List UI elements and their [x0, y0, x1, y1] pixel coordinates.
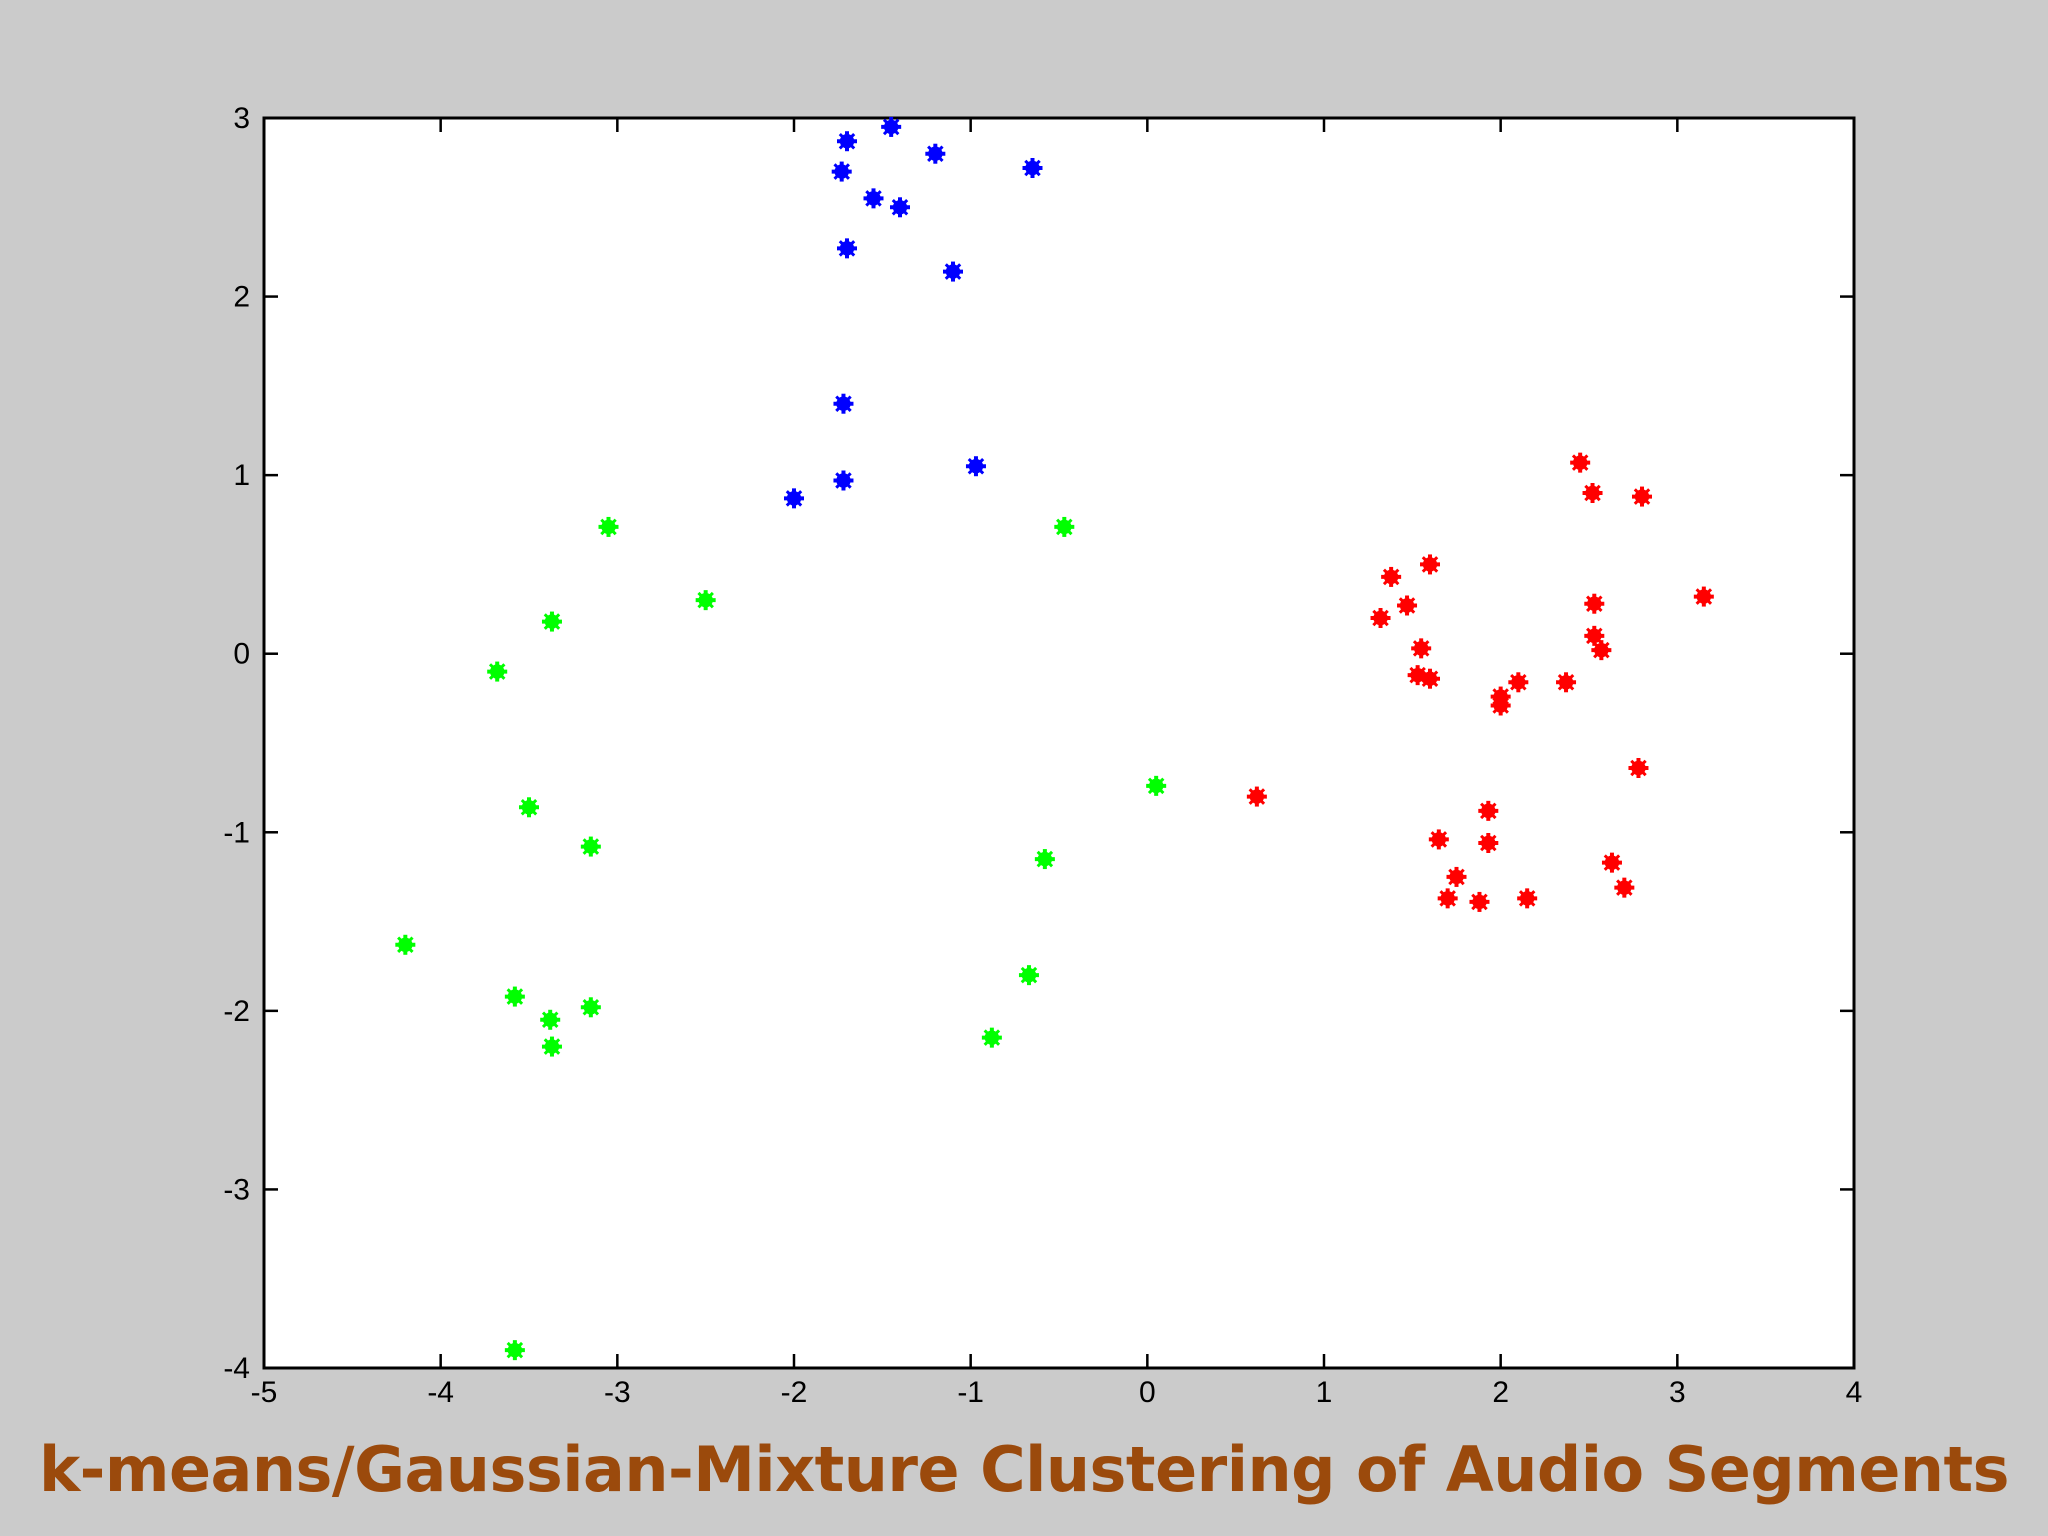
data-point — [695, 590, 716, 611]
data-point — [504, 986, 525, 1007]
data-point — [1246, 786, 1267, 807]
data-point — [981, 1027, 1002, 1048]
y-tick-label: -4 — [223, 1352, 250, 1385]
data-point — [1420, 554, 1440, 575]
data-point — [965, 456, 986, 477]
data-point — [1397, 595, 1418, 616]
data-point — [598, 516, 619, 537]
data-point — [519, 797, 539, 818]
data-point — [1022, 158, 1043, 178]
data-point — [831, 161, 852, 182]
data-point — [541, 1036, 562, 1057]
y-tick-label: -3 — [223, 1173, 250, 1206]
data-point — [504, 1340, 525, 1361]
data-point — [881, 116, 902, 137]
data-point — [540, 1009, 561, 1030]
x-tick-label: 0 — [1139, 1376, 1156, 1409]
data-point — [1478, 833, 1499, 853]
series-2 — [1246, 452, 1714, 912]
data-point — [925, 143, 946, 164]
data-point — [890, 197, 910, 218]
data-point — [1601, 852, 1622, 873]
data-point — [1370, 608, 1391, 628]
data-point — [1146, 775, 1167, 796]
y-tick-label: 0 — [233, 638, 250, 671]
y-tick-label: 3 — [233, 102, 250, 135]
data-point — [1591, 640, 1612, 661]
slide-title: k-means/Gaussian-Mixture Clustering of A… — [38, 1433, 2010, 1506]
data-point — [1490, 695, 1511, 716]
x-tick-label: -5 — [251, 1376, 278, 1409]
data-point — [837, 131, 857, 152]
data-point — [1517, 888, 1538, 909]
series-0 — [784, 116, 1043, 509]
data-point — [837, 238, 857, 259]
data-point — [784, 488, 804, 509]
data-point — [943, 261, 963, 282]
data-point — [863, 188, 884, 209]
data-point — [1018, 965, 1039, 986]
data-point — [1034, 849, 1055, 870]
data-point — [1570, 452, 1591, 473]
x-tick-label: 2 — [1492, 1376, 1509, 1409]
data-point — [487, 661, 508, 682]
x-tick-label: -1 — [957, 1376, 984, 1409]
data-point — [1693, 586, 1714, 607]
y-tick-label: -2 — [223, 995, 250, 1028]
data-point — [580, 997, 601, 1018]
series-1 — [395, 516, 1167, 1361]
data-point — [1478, 800, 1499, 821]
data-point — [1381, 566, 1402, 587]
data-point — [1632, 486, 1652, 507]
data-point — [1054, 516, 1075, 537]
x-tick-label: -4 — [427, 1376, 454, 1409]
data-point — [1420, 668, 1440, 689]
x-tick-label: -2 — [781, 1376, 808, 1409]
plot-area — [262, 116, 1856, 1370]
data-point — [580, 836, 601, 857]
data-points — [395, 116, 1714, 1361]
data-point — [1446, 866, 1467, 887]
data-point — [1428, 829, 1449, 850]
y-tick-label: 1 — [233, 459, 250, 492]
data-point — [1556, 672, 1577, 693]
x-tick-label: 4 — [1846, 1376, 1863, 1409]
y-tick-label: -1 — [223, 816, 250, 849]
data-point — [833, 393, 854, 414]
data-point — [1582, 483, 1603, 503]
x-tick-label: 1 — [1316, 1376, 1333, 1409]
data-point — [1411, 638, 1432, 659]
data-point — [1584, 593, 1605, 614]
data-point — [1508, 672, 1529, 693]
data-point — [1469, 891, 1490, 912]
data-point — [833, 470, 854, 491]
x-tick-label: 3 — [1669, 1376, 1686, 1409]
data-point — [541, 611, 562, 632]
x-tick-label: -3 — [604, 1376, 631, 1409]
data-point — [395, 934, 416, 955]
data-point — [1614, 877, 1635, 898]
data-point — [1584, 625, 1605, 646]
y-tick-label: 2 — [233, 281, 250, 314]
data-point — [1437, 888, 1458, 909]
axis-ticks — [262, 116, 1856, 1370]
data-point — [1628, 758, 1649, 778]
